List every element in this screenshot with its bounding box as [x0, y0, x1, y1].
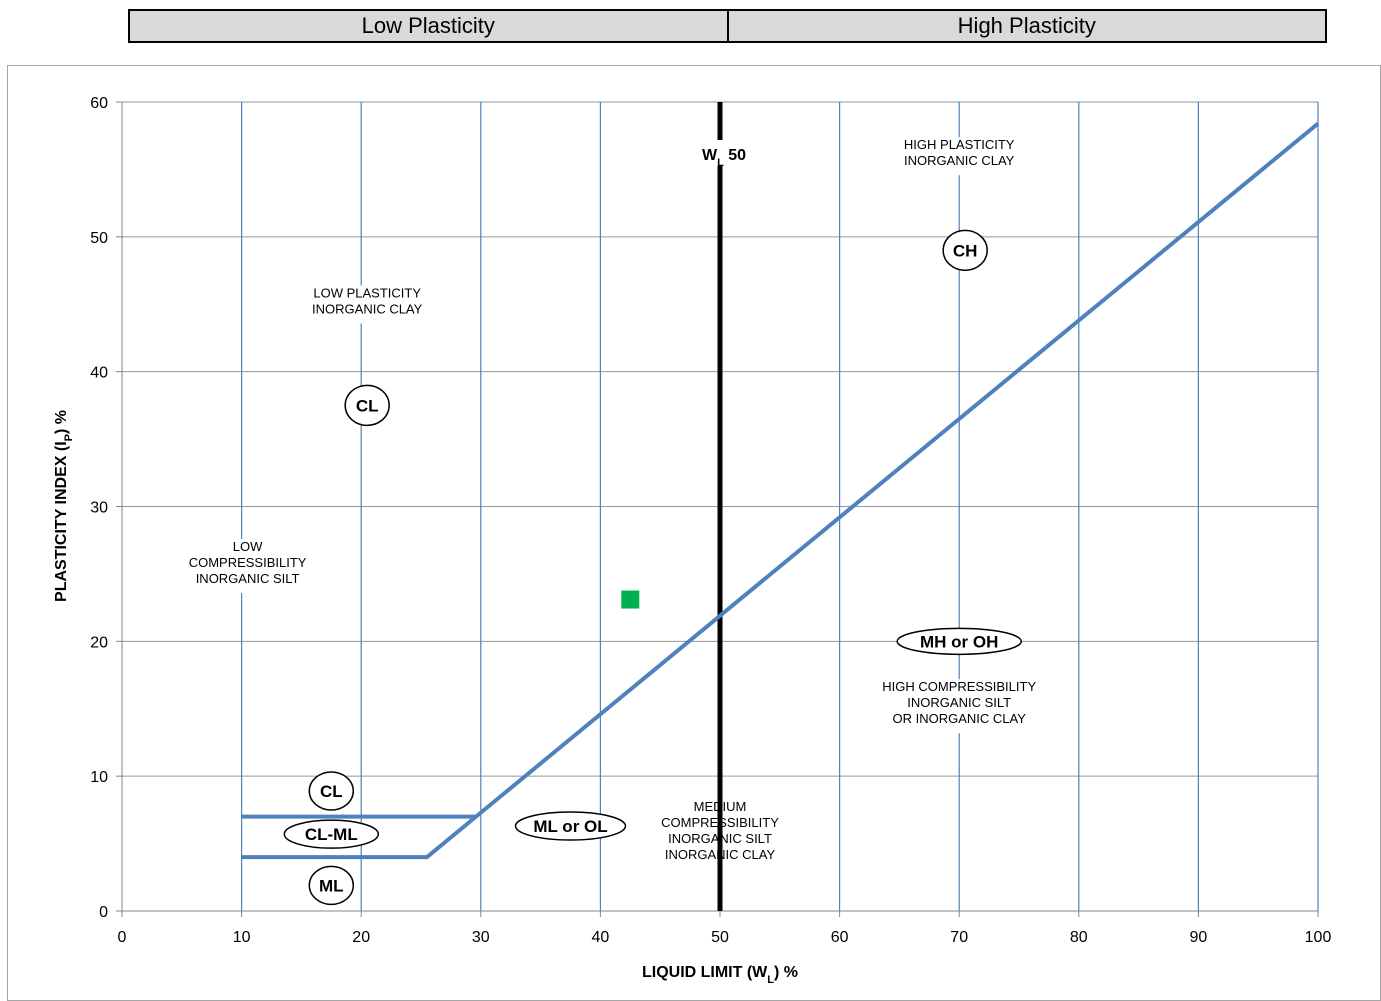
wl50-label: WL 50 — [702, 147, 746, 169]
badge-label: CL-ML — [305, 825, 358, 844]
x-tick-label: 40 — [592, 929, 610, 946]
x-tick-label: 70 — [950, 929, 968, 946]
zone-label-line: COMPRESSIBILITY — [189, 555, 307, 570]
axis-titles: LIQUID LIMIT (WL) % PLASTICITY INDEX (IP… — [53, 410, 798, 986]
zone-label-line: INORGANIC SILT — [907, 695, 1011, 710]
data-points — [621, 590, 640, 609]
zone-label-line: HIGH PLASTICITY — [904, 137, 1015, 152]
a-line — [241, 122, 1320, 860]
soil-class-badges: CH CL MH or OH CL CL-ML ML or OL ML — [283, 229, 1022, 906]
soil-class-badge: CL-ML — [283, 819, 380, 849]
classification-lines: WL 50 — [241, 102, 1320, 911]
x-tick-label: 10 — [233, 929, 251, 946]
zone-label-line: INORGANIC CLAY — [904, 153, 1015, 168]
badge-label: CL — [320, 782, 343, 801]
badge-label: ML — [319, 876, 344, 895]
soil-class-badge: ML — [308, 865, 355, 906]
badge-outline — [942, 229, 988, 272]
badge-outline — [514, 811, 627, 841]
badge-outline — [308, 771, 355, 811]
y-tick-label: 60 — [90, 95, 108, 112]
plasticity-header: Low Plasticity High Plasticity — [128, 9, 1327, 43]
soil-class-badge: CL — [308, 771, 355, 811]
x-tick-label: 90 — [1190, 929, 1208, 946]
data-point — [621, 590, 640, 609]
y-axis-title: PLASTICITY INDEX (IP) % — [53, 410, 75, 602]
badge-outline — [308, 865, 355, 906]
zone-label-line: INORGANIC SILT — [196, 571, 300, 586]
zone-label-bg — [304, 285, 430, 324]
y-tick-label: 0 — [99, 904, 108, 921]
zone-label-bg — [181, 538, 315, 593]
zone-label-line: INORGANIC CLAY — [312, 302, 423, 317]
x-tick-label: 50 — [711, 929, 729, 946]
soil-class-badge: ML or OL — [514, 811, 627, 841]
x-tick-label: 0 — [118, 929, 127, 946]
badge-label: CH — [953, 241, 978, 260]
zone-label-bg — [872, 679, 1047, 734]
zone-label-line: HIGH COMPRESSIBILITY — [882, 679, 1036, 694]
zone-label-bg — [892, 137, 1026, 176]
x-tick-label: 60 — [831, 929, 849, 946]
wl50-label-bg — [694, 140, 756, 166]
zone-label-line: OR INORGANIC CLAY — [893, 711, 1027, 726]
badge-outline — [283, 819, 380, 849]
badge-label: MH or OH — [920, 632, 998, 651]
badge-outline — [344, 384, 390, 427]
x-axis-title: LIQUID LIMIT (WL) % — [642, 964, 798, 986]
badge-label: CL — [356, 396, 379, 415]
y-tick-label: 20 — [90, 634, 108, 651]
y-tick-label: 30 — [90, 500, 108, 517]
zone-label-line: LOW PLASTICITY — [313, 286, 421, 301]
badge-outline — [896, 627, 1022, 656]
soil-class-badge: CL — [344, 384, 390, 427]
x-tick-label: 100 — [1305, 929, 1332, 946]
x-tick-label: 20 — [352, 929, 370, 946]
soil-class-badge: MH or OH — [896, 627, 1022, 656]
x-tick-label: 30 — [472, 929, 490, 946]
soil-class-badge: CH — [942, 229, 988, 272]
y-tick-label: 50 — [90, 230, 108, 247]
zone-label-line: LOW — [233, 539, 263, 554]
y-tick-label: 10 — [90, 769, 108, 786]
badge-label: ML or OL — [533, 817, 607, 836]
header-low-plasticity: Low Plasticity — [361, 13, 495, 38]
header-high-plasticity: High Plasticity — [726, 11, 1326, 41]
x-tick-label: 80 — [1070, 929, 1088, 946]
y-tick-label: 40 — [90, 365, 108, 382]
